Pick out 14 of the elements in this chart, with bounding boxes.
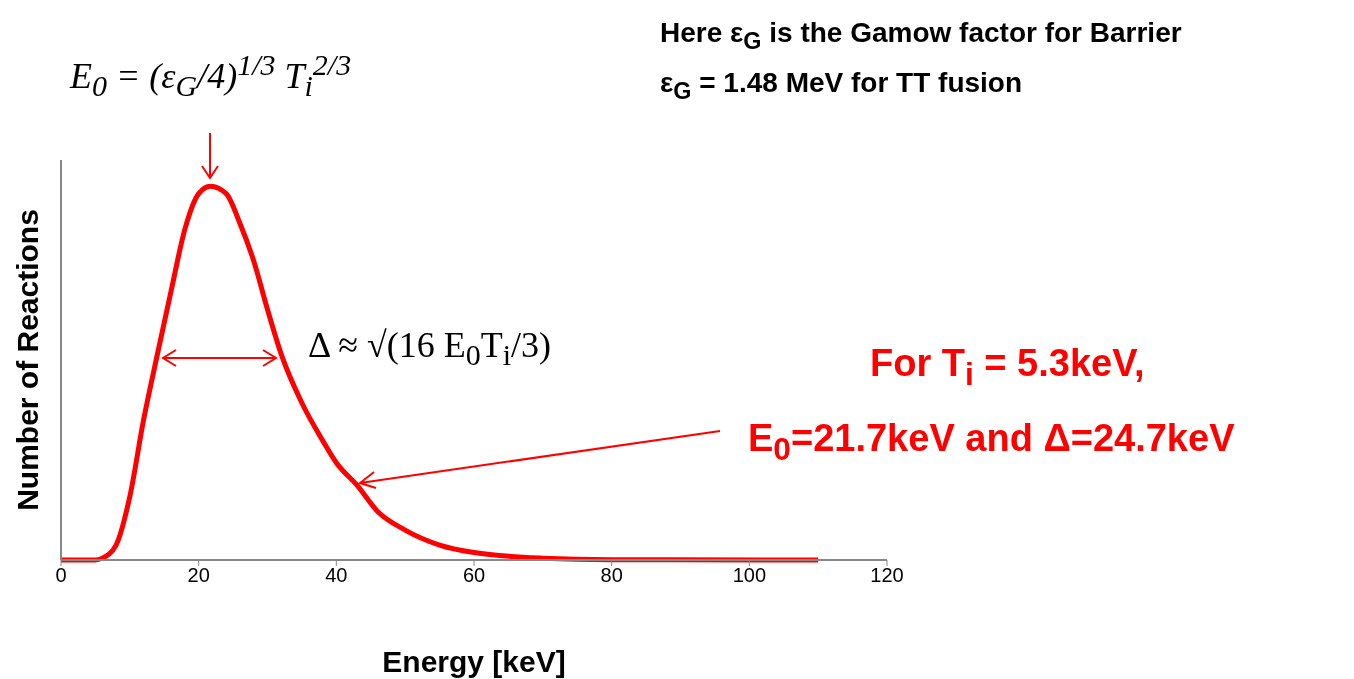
text: ε$_{G}$ = 1.48 MeV for TT fusion [660,67,1023,105]
y-axis-title: Number of Reactions [10,209,44,511]
x-tick-label: 20 [187,564,210,587]
annotation: For T$_{i}$ = 5.3keV, [870,342,1145,392]
x-tick-label: 100 [732,564,767,587]
text: Here ε$_{G}$ is the Gamow factor for Barrier [660,17,1182,55]
x-tick-label: 0 [55,564,67,587]
x-axis-title: Energy [keV] [382,645,566,678]
x-tick-label: 120 [870,564,904,587]
x-tick-label: 40 [325,564,348,587]
annotation: Δ ≈ √(16 E$_{0}$T$_{i}$/3) [308,325,552,372]
x-tick-label: 60 [462,564,486,587]
annotation: E$_{0}$=21.7keV and Δ=24.7keV [748,417,1235,467]
x-tick-label: 80 [600,564,623,587]
